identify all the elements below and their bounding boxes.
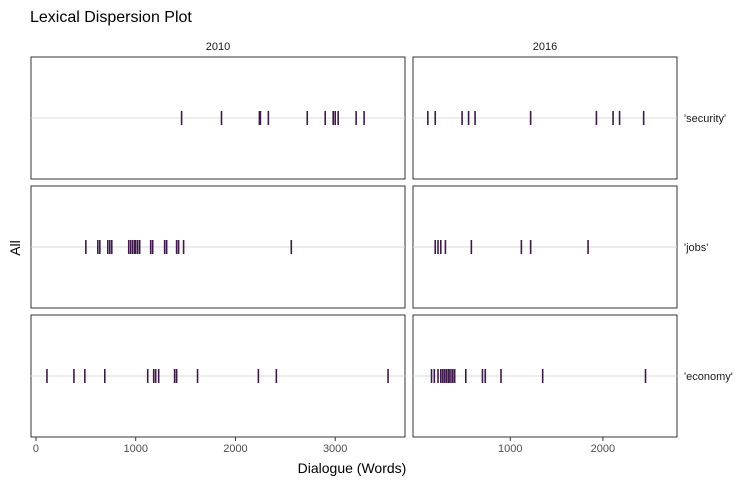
y-axis-title: All [7,240,23,256]
chart-title: Lexical Dispersion Plot [30,9,192,26]
x-tick-label-2010-0: 0 [33,443,39,455]
x-tick-label-2010-3000: 3000 [323,443,347,455]
term-label-jobs: 'jobs' [684,242,708,254]
facet-panels: 2010 0 1000 2000 3000 2016 1000 2000 'security' '… [30,41,733,455]
term-label-security: 'security' [684,113,726,125]
x-tick-label-2010-2000: 2000 [223,443,247,455]
term-label-economy: 'economy' [684,371,733,383]
x-tick-label-2010-1000: 1000 [123,443,147,455]
x-tick-label-2016-2000: 2000 [591,443,615,455]
x-axis-title: Dialogue (Words) [298,460,407,476]
facet-strip-label-2016: 2016 [533,41,557,53]
facet-strip-label-2010: 2010 [206,41,230,53]
x-tick-label-2016-1000: 1000 [498,443,522,455]
